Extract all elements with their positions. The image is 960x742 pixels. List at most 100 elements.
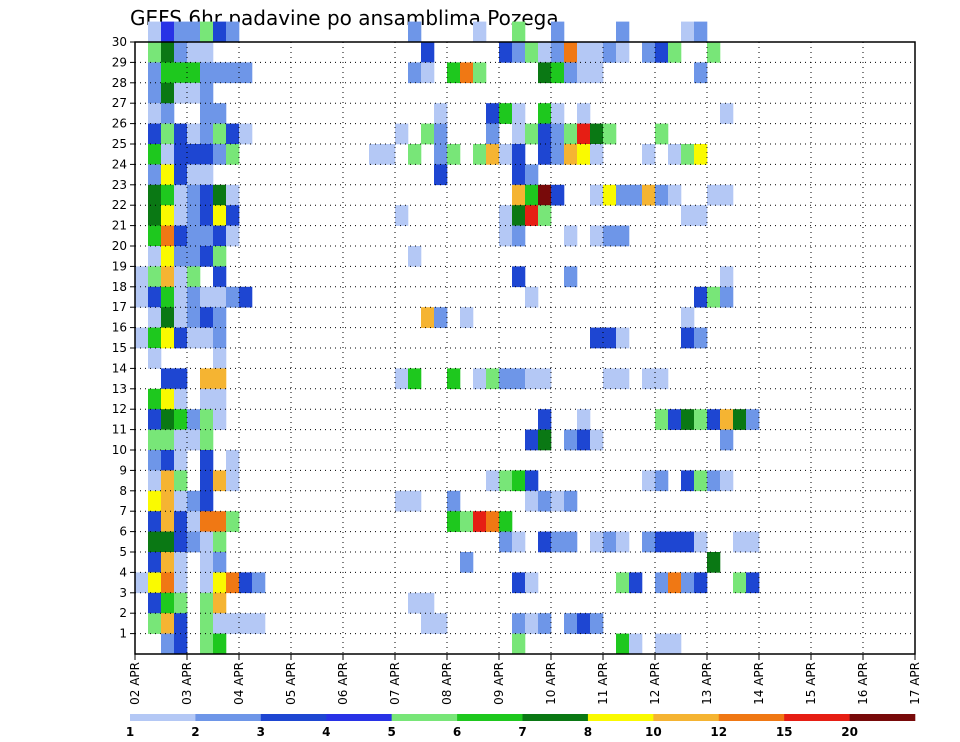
heatmap-cell (681, 21, 695, 43)
heatmap-cell (564, 531, 578, 553)
heatmap-cell (668, 409, 682, 430)
heatmap-cell (135, 327, 149, 349)
heatmap-cell (538, 429, 552, 451)
heatmap-cell (434, 123, 448, 145)
heatmap-cell (538, 103, 552, 124)
heatmap-cell (213, 123, 227, 145)
heatmap-cell (226, 123, 240, 145)
heatmap-cell (161, 429, 175, 451)
heatmap-cell (148, 613, 162, 634)
heatmap-cell (161, 42, 175, 63)
y-tick-label: 6 (119, 525, 127, 539)
y-tick-label: 14 (112, 361, 127, 375)
heatmap-cell (564, 225, 578, 247)
heatmap-cell (681, 144, 695, 165)
heatmap-cell (681, 327, 695, 349)
heatmap-cell (564, 266, 578, 288)
heatmap-cell (187, 511, 201, 532)
heatmap-cell (187, 62, 201, 84)
heatmap-cell (239, 286, 253, 308)
y-tick-label: 21 (112, 219, 127, 233)
heatmap-cell (213, 552, 227, 573)
heatmap-cell (512, 184, 526, 206)
heatmap-cell (148, 42, 162, 63)
y-tick-label: 4 (119, 565, 127, 579)
heatmap-cell (187, 307, 201, 328)
y-tick-label: 9 (119, 463, 127, 477)
heatmap-cell (525, 123, 539, 145)
heatmap-cell (538, 184, 552, 206)
heatmap-cell (148, 429, 162, 451)
colorbar-label: 15 (776, 725, 793, 739)
heatmap-cell (148, 103, 162, 124)
colorbar-label: 1 (126, 725, 134, 739)
colorbar-label: 20 (841, 725, 858, 739)
heatmap-cell (187, 123, 201, 145)
heatmap-cell (525, 613, 539, 634)
heatmap-cell (161, 266, 175, 288)
heatmap-cell (512, 164, 526, 186)
heatmap-cell (161, 572, 175, 594)
heatmap-cell (187, 266, 201, 288)
heatmap-cell (187, 42, 201, 63)
heatmap-cell (590, 144, 604, 165)
heatmap-cell (551, 184, 565, 206)
heatmap-cell (525, 429, 539, 451)
heatmap-cell (668, 42, 682, 63)
heatmap-cell (174, 470, 188, 492)
heatmap-cell (174, 21, 188, 43)
heatmap-cell (447, 368, 461, 390)
colorbar-label: 6 (453, 725, 461, 739)
y-axis: 1234567891011121314151617181920212223242… (112, 35, 135, 641)
heatmap-cell (148, 388, 162, 410)
heatmap-cell (174, 286, 188, 308)
heatmap-cell (174, 429, 188, 451)
heatmap-cell (486, 511, 500, 532)
x-axis: 02 APR 03 APR 04 APR 05 APR 06 APR 07 APR 08 A… (128, 654, 922, 705)
heatmap-cell (668, 572, 682, 594)
heatmap-cell (148, 348, 162, 369)
heatmap-cell (213, 572, 227, 594)
heatmap-cell (681, 572, 695, 594)
heatmap-cell (681, 470, 695, 492)
heatmap-cell (239, 572, 253, 594)
heatmap-cell (551, 42, 565, 63)
heatmap-cell (226, 62, 240, 84)
heatmap-cell (408, 21, 422, 43)
heatmap-cell (213, 388, 227, 410)
heatmap-cell (512, 531, 526, 553)
heatmap-cell (200, 572, 214, 594)
heatmap-cell (161, 511, 175, 532)
heatmap-cell (538, 62, 552, 84)
heatmap-cell (161, 470, 175, 492)
y-tick-label: 2 (119, 606, 127, 620)
y-tick-label: 10 (112, 443, 127, 457)
heatmap-cell (226, 613, 240, 634)
colorbar-swatch (718, 714, 785, 721)
heatmap-cell (551, 62, 565, 84)
heatmap-cell (200, 552, 214, 573)
heatmap-cell (577, 103, 591, 124)
heatmap-cell (629, 633, 643, 655)
heatmap-cell (239, 613, 253, 634)
heatmap-cell (512, 572, 526, 594)
heatmap-cell (538, 144, 552, 165)
heatmap-cell (538, 613, 552, 634)
heatmap-cell (174, 164, 188, 186)
heatmap-cell (382, 144, 396, 165)
heatmap-cell (148, 246, 162, 267)
heatmap-cell (577, 613, 591, 634)
heatmap-cell (421, 123, 435, 145)
heatmap-cell (252, 613, 266, 634)
heatmap-cell (187, 286, 201, 308)
heatmap-cell (187, 205, 201, 226)
heatmap-cell (187, 327, 201, 349)
heatmap-cell (525, 286, 539, 308)
y-tick-label: 5 (119, 545, 127, 559)
heatmap-cell (174, 633, 188, 655)
heatmap-cell (252, 572, 266, 594)
heatmap-cell (720, 286, 734, 308)
heatmap-cell (213, 409, 227, 430)
heatmap-cell (590, 42, 604, 63)
